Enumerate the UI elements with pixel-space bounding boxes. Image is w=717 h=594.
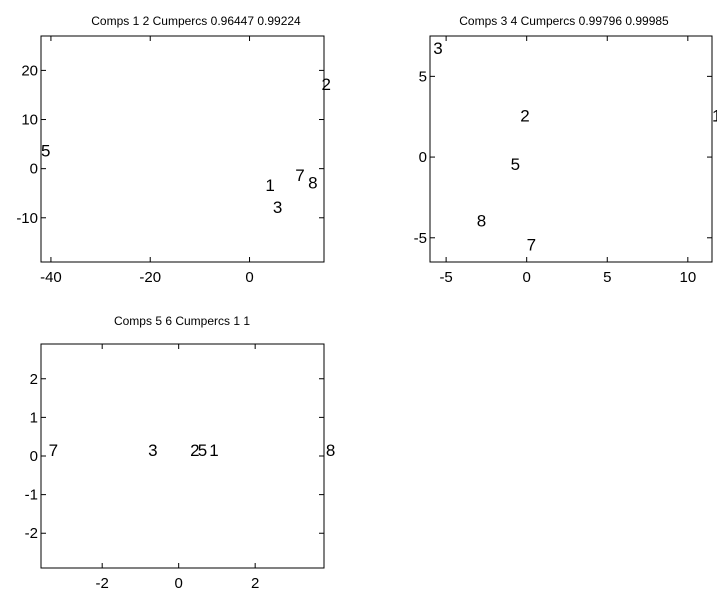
x-tick-label: -40 — [40, 269, 62, 286]
y-tick-label: 0 — [30, 448, 38, 465]
x-tick-label: 0 — [175, 575, 183, 592]
x-tick-label: 2 — [251, 575, 259, 592]
point-label: 1 — [712, 107, 717, 126]
chart-title: Comps 1 2 Cumpercs 0.96447 0.99224 — [91, 14, 301, 28]
y-tick-labels: 5 0 -5 — [414, 68, 427, 246]
y-tick-label: 5 — [419, 68, 427, 85]
point-label: 2 — [190, 441, 199, 460]
x-tick-label: 5 — [603, 269, 611, 286]
point-label: 3 — [273, 198, 282, 217]
point-label: 3 — [148, 441, 157, 460]
point-label: 5 — [198, 441, 207, 460]
ticks — [430, 36, 712, 262]
point-label: 2 — [322, 75, 331, 94]
y-tick-label: 0 — [30, 161, 38, 178]
point-label: 5 — [511, 155, 520, 174]
point-label: 5 — [41, 141, 50, 160]
x-tick-label: -20 — [139, 269, 161, 286]
plot-frame — [429, 35, 713, 263]
data-points: 2 5 1 7 8 3 — [41, 75, 331, 217]
y-tick-label: -10 — [16, 210, 38, 227]
y-tick-label: 0 — [419, 149, 427, 166]
x-tick-labels: -5 0 5 10 — [439, 269, 696, 286]
y-tick-label: 1 — [30, 409, 38, 426]
chart-title: Comps 5 6 Cumpercs 1 1 — [114, 314, 250, 328]
y-tick-label: -1 — [25, 487, 38, 504]
x-tick-labels: -40 -20 0 — [40, 269, 254, 286]
y-tick-labels: 2 1 0 -1 -2 — [25, 371, 38, 542]
x-tick-label: 0 — [245, 269, 253, 286]
point-label: 7 — [295, 166, 304, 185]
y-tick-labels: 20 10 0 -10 — [16, 62, 38, 226]
ticks — [41, 344, 324, 568]
point-label: 8 — [308, 173, 317, 192]
point-label: 7 — [527, 236, 536, 255]
x-tick-labels: -2 0 2 — [96, 575, 260, 592]
plot-frame — [40, 35, 325, 263]
ticks — [41, 36, 324, 262]
x-tick-label: -5 — [439, 269, 452, 286]
data-points: 7 3 25 1 8 — [49, 441, 336, 460]
panel-comps-1-2: Comps 1 2 Cumpercs 0.96447 0.99224 -40 -2… — [16, 14, 331, 286]
point-label: 2 — [520, 107, 529, 126]
point-label: 1 — [209, 441, 218, 460]
chart-title: Comps 3 4 Cumpercs 0.99796 0.99985 — [459, 14, 669, 28]
point-label: 7 — [49, 441, 58, 460]
plot-frame — [40, 343, 325, 569]
y-tick-label: 20 — [21, 62, 38, 79]
y-tick-label: 2 — [30, 371, 38, 388]
panel-comps-3-4: Comps 3 4 Cumpercs 0.99796 0.99985 -5 0 5 1… — [414, 14, 717, 286]
panel-comps-5-6: Comps 5 6 Cumpercs 1 1 -2 0 2 210-1-2 7 3 25… — [25, 314, 336, 592]
y-tick-label: 10 — [21, 112, 38, 129]
point-label: 8 — [477, 211, 486, 230]
y-tick-label: -2 — [25, 525, 38, 542]
data-points: 3 2 1 5 8 7 — [433, 39, 717, 255]
point-label: 1 — [265, 176, 274, 195]
point-label: 8 — [326, 441, 335, 460]
point-label: 3 — [433, 39, 442, 58]
y-tick-label: -5 — [414, 230, 427, 247]
x-tick-label: -2 — [96, 575, 109, 592]
x-tick-label: 0 — [523, 269, 531, 286]
x-tick-label: 10 — [679, 269, 696, 286]
